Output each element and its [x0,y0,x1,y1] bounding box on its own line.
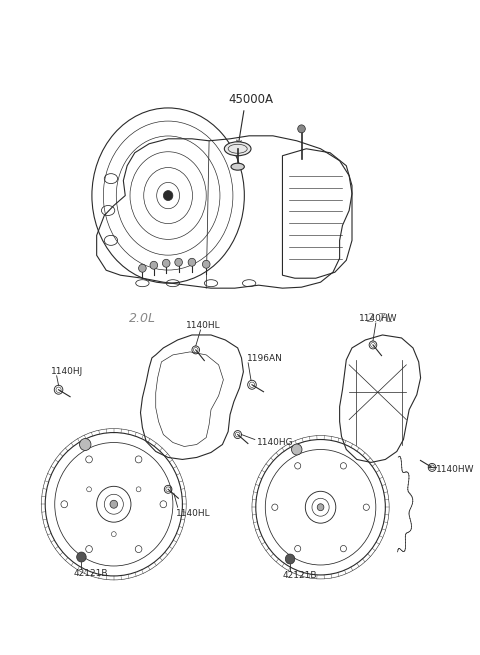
Text: 1140HL: 1140HL [176,509,210,518]
Circle shape [162,259,170,267]
Text: 42121B: 42121B [282,571,317,580]
Text: 1140HG: 1140HG [257,438,293,447]
Circle shape [175,258,182,267]
Text: 1140HW: 1140HW [436,465,474,474]
Text: 1140HL: 1140HL [186,321,221,330]
Text: 2.0L: 2.0L [129,312,156,324]
Circle shape [188,258,196,267]
Text: 1196AN: 1196AN [247,354,283,363]
Circle shape [139,264,146,272]
Circle shape [203,260,210,269]
Text: 42121B: 42121B [74,569,108,578]
Circle shape [80,439,91,451]
Text: 1140HJ: 1140HJ [51,367,83,376]
Circle shape [110,500,118,508]
Circle shape [150,261,157,269]
Circle shape [298,125,305,133]
Ellipse shape [231,163,244,170]
Text: 45000A: 45000A [228,93,274,106]
Circle shape [285,554,295,564]
Circle shape [77,552,86,562]
Circle shape [163,191,173,200]
Circle shape [291,444,302,455]
Text: 2.7L: 2.7L [367,312,394,324]
Text: 1140HW: 1140HW [359,314,397,323]
Circle shape [317,504,324,511]
Ellipse shape [224,141,251,156]
